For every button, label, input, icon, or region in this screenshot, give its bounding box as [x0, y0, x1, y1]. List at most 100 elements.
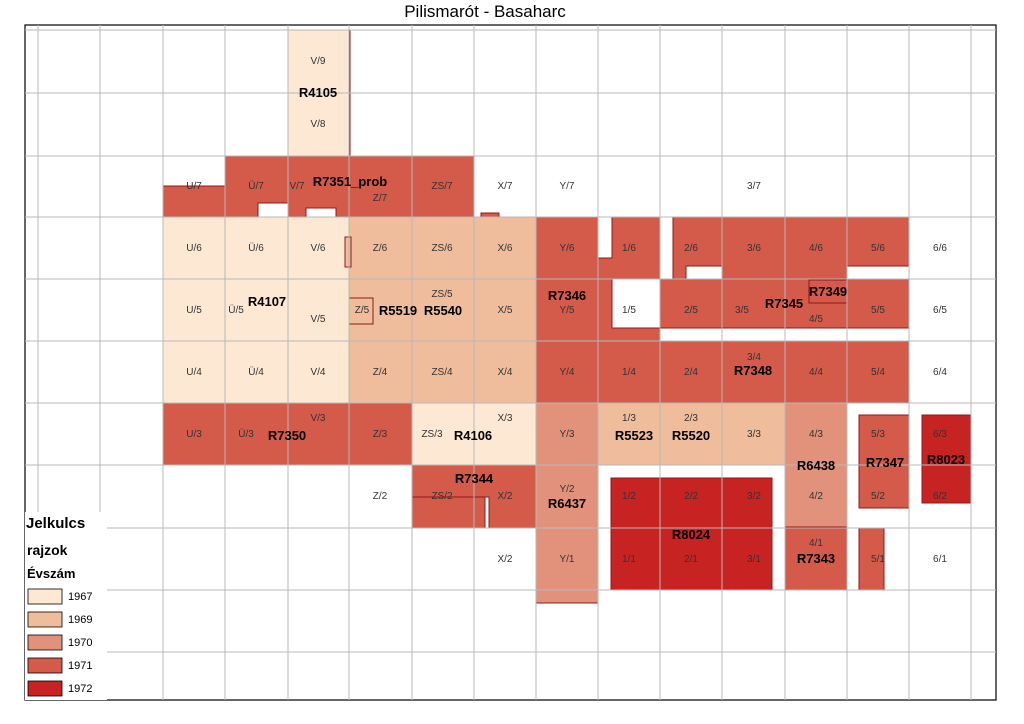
grid-cell-label: 2/4: [684, 367, 698, 378]
drawing-label-r7349: R7349: [809, 284, 847, 299]
grid-cell-label: 1/6: [622, 243, 636, 254]
grid-cell-label: 3/1: [747, 554, 761, 565]
legend-label-1969: 1969: [68, 614, 92, 626]
drawing-label-r5519: R5519: [379, 303, 417, 318]
grid-cell-label: V/7: [289, 181, 304, 192]
grid-cell-label: Y/5: [559, 305, 574, 316]
grid-cell-label: 4/6: [809, 243, 823, 254]
grid-cell-label: 6/6: [933, 243, 947, 254]
grid-cell-label: Ü/5: [228, 304, 244, 316]
drawing-label-r6437: R6437: [548, 496, 586, 511]
grid-cell-label: Y/3: [559, 429, 574, 440]
legend-layer: rajzok: [27, 542, 68, 558]
drawing-label-r7347: R7347: [866, 455, 904, 470]
grid-cell-label: 3/4: [747, 352, 761, 363]
grid-cell-label: Z/5: [355, 305, 370, 316]
legend-heading: Jelkulcs: [26, 515, 85, 532]
grid-cell-label: Z/2: [373, 491, 388, 502]
grid-cell-label: 3/5: [735, 305, 749, 316]
drawing-label-r5523: R5523: [615, 428, 653, 443]
grid-cell-label: ZS/5: [431, 289, 453, 300]
map-title: Pilismarót - Basaharc: [404, 2, 566, 21]
grid-cell-label: V/5: [310, 314, 325, 325]
grid-cell-label: Y/7: [559, 181, 574, 192]
grid-cell-label: 2/1: [684, 554, 698, 565]
drawing-r8023[interactable]: [921, 414, 972, 504]
cell-labels: V/9 V/8 U/7 Ü/7 V/7 Z/7 ZS/7 X/7 Y/7 3/7 U/6 Ü/6 V/6…: [186, 56, 947, 565]
grid-cell-label: 2/3: [684, 413, 698, 424]
grid-cell-label: V/4: [310, 367, 325, 378]
drawing-label-r8023: R8023: [927, 452, 965, 467]
drawings-layer: [162, 29, 972, 604]
drawing-labels: R4105 R7351_prob R4107 R5519 R5540 R7346 R7345…: [248, 85, 965, 566]
grid-cell-label: Y/2: [559, 484, 574, 495]
drawing-label-r4106: R4106: [454, 428, 492, 443]
drawing-label-r7350: R7350: [268, 428, 306, 443]
grid-cell-label: Y/1: [559, 554, 574, 565]
grid-lines: [25, 25, 996, 700]
drawing-label-r7346: R7346: [548, 288, 586, 303]
grid-cell-label: 4/3: [809, 429, 823, 440]
grid-cell-label: Ü/3: [238, 428, 254, 440]
drawing-r7347-fragment[interactable]: [858, 527, 885, 591]
grid-cell-label: 1/1: [622, 554, 636, 565]
grid-cell-label: 6/3: [933, 429, 947, 440]
legend-label-1970: 1970: [68, 637, 92, 649]
grid-cell-label: Z/4: [373, 367, 388, 378]
grid-cell-label: 5/1: [871, 554, 885, 565]
drawing-r5540-fragment[interactable]: [344, 236, 352, 268]
grid-cell-label: X/2: [497, 491, 512, 502]
drawing-r7343[interactable]: [784, 526, 848, 591]
grid-cell-label: Y/4: [559, 367, 574, 378]
grid-cell-label: X/5: [497, 305, 512, 316]
grid-cell-label: V/3: [310, 413, 325, 424]
grid-cell-label: 1/2: [622, 491, 636, 502]
grid-cell-label: ZS/7: [431, 181, 453, 192]
legend-label-1971: 1971: [68, 660, 92, 672]
drawing-label-r7348: R7348: [734, 363, 772, 378]
grid-cell-label: U/5: [186, 305, 202, 316]
grid-cell-label: 4/1: [809, 538, 823, 549]
grid-cell-label: 3/3: [747, 429, 761, 440]
drawing-r5523-r5520[interactable]: [597, 402, 786, 466]
legend-swatch-1972: [27, 680, 63, 697]
grid-cell-label: ZS/2: [431, 491, 453, 502]
grid-cell-label: 6/5: [933, 305, 947, 316]
grid-cell-label: Ü/7: [248, 180, 264, 192]
grid-cell-label: 5/5: [871, 305, 885, 316]
grid-cell-label: U/7: [186, 181, 202, 192]
drawing-label-r7351-prob: R7351_prob: [313, 174, 387, 189]
grid-cell-label: U/3: [186, 429, 202, 440]
grid-cell-label: 2/6: [684, 243, 698, 254]
grid-cell-label: V/8: [310, 119, 325, 130]
grid-cell-label: 5/3: [871, 429, 885, 440]
grid-cell-label: X/4: [497, 367, 512, 378]
drawing-r4107[interactable]: [162, 216, 350, 404]
grid-cell-label: 3/7: [747, 181, 761, 192]
grid-cell-label: Z/3: [373, 429, 388, 440]
legend-field: Évszám: [27, 566, 75, 581]
grid-cell-label: 1/3: [622, 413, 636, 424]
grid-cell-label: 6/4: [933, 367, 947, 378]
drawing-label-r7345: R7345: [765, 296, 803, 311]
drawing-r6437[interactable]: [535, 402, 599, 604]
grid-cell-label: 1/5: [622, 305, 636, 316]
grid-cell-label: ZS/6: [431, 243, 453, 254]
grid-cell-label: Ü/4: [248, 366, 264, 378]
grid-cell-label: 4/4: [809, 367, 823, 378]
grid-cell-label: 3/6: [747, 243, 761, 254]
legend-swatch-1969: [27, 611, 63, 628]
drawing-r7347[interactable]: [858, 414, 910, 509]
grid-cell-label: X/7: [497, 181, 512, 192]
drawing-label-r8024: R8024: [672, 527, 711, 542]
grid-cell-label: 5/4: [871, 367, 885, 378]
grid-cell-label: U/6: [186, 243, 202, 254]
grid-cell-label: Y/6: [559, 243, 574, 254]
grid-cell-label: 1/4: [622, 367, 636, 378]
grid-cell-label: 6/1: [933, 554, 947, 565]
grid-cell-label: U/4: [186, 367, 202, 378]
drawing-r8024[interactable]: [610, 477, 773, 591]
grid-cell-label: V/6: [310, 243, 325, 254]
drawing-r7348[interactable]: [597, 340, 910, 404]
